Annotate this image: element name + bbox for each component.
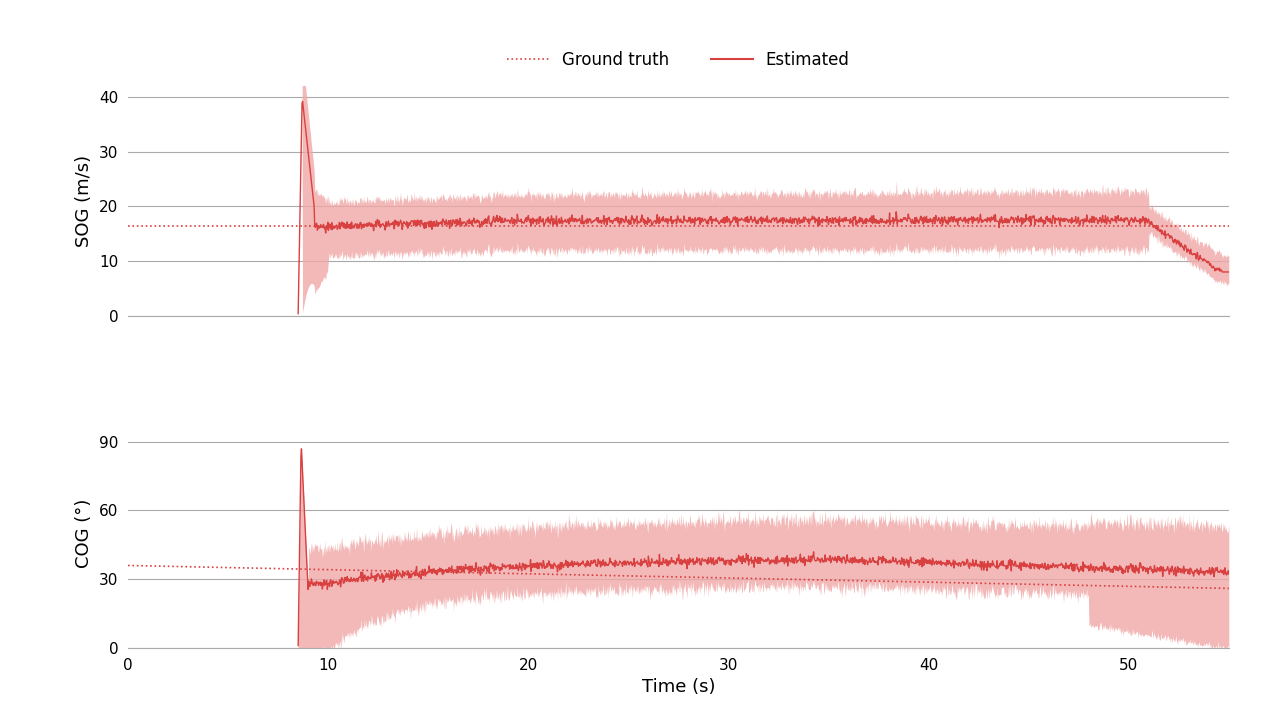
X-axis label: Time (s): Time (s) xyxy=(641,678,716,696)
Legend: Ground truth, Estimated: Ground truth, Estimated xyxy=(500,45,856,76)
Y-axis label: SOG (m/s): SOG (m/s) xyxy=(76,155,93,247)
Y-axis label: COG (°): COG (°) xyxy=(76,499,93,568)
